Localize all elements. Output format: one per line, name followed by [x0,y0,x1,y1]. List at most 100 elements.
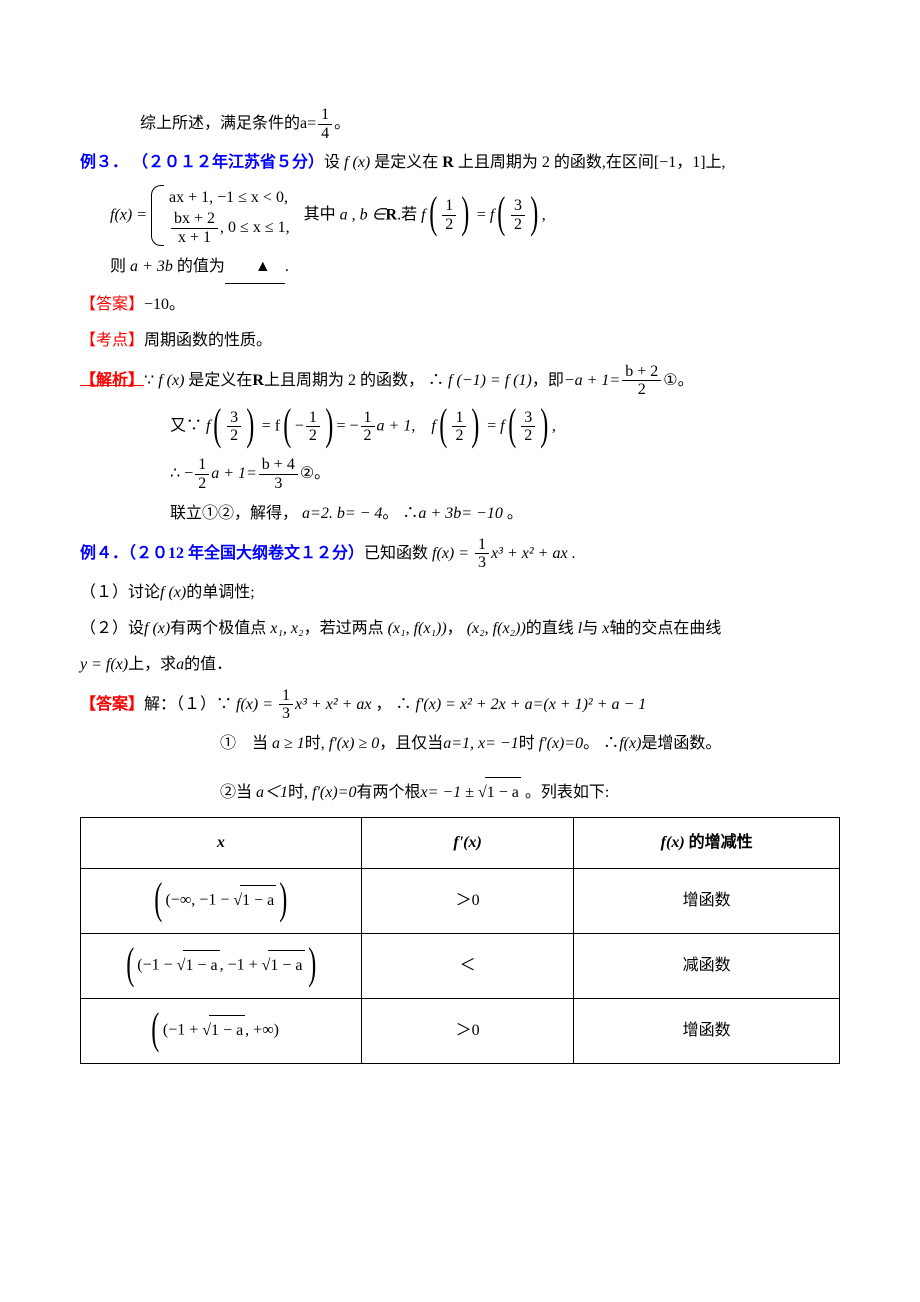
t: 时, [305,735,325,752]
a: a=2. [302,505,333,522]
ex3-source: （２０１２年江苏省５分） [132,154,324,171]
a: a [176,656,184,673]
pt2: (x₂, f(x₂)) [467,620,526,637]
interval-cell: ((−∞, −1 − 1 − a) [81,869,362,934]
t: 轴的交点在曲线 [609,620,721,637]
table-row: ((−1 − 1 − a, −1 + 1 − a) ＜ 减函数 [81,934,840,999]
neg-half: 12 [304,409,322,445]
R2: R [386,206,398,223]
example-3-heading: 例３． （２０１２年江苏省５分）设 f (x) 是定义在 R 上且周期为 2 的… [80,148,840,178]
answer-4-line1: 【答案】解：（１）∵ f(x) = 13x³ + x² + ax ， ∴ f'(… [80,687,840,723]
half3: 12 [450,409,468,445]
col-mono: f(x) 的增减性 [574,817,840,868]
ex3-label: 例３． [80,154,128,171]
sqrt-icon: 1 − a [233,885,276,916]
lhs: −a + 1= [564,371,620,388]
t: ， [447,620,463,637]
fx: f(x) = [432,544,473,561]
half2: 12 [359,409,377,445]
t: 的单调性; [186,584,254,601]
f: f [206,417,210,434]
x1x2: x₁, x₂ [270,620,303,637]
pre: = − [336,417,358,434]
a1: a=1, [443,735,474,752]
sqrt-icon: 1 − a [262,950,305,981]
frac-b2-2: b + 22 [620,363,663,399]
ex4-source: （２０12 年全国大纲卷文１２分） [128,544,364,561]
interval-cell: ((−1 − 1 − a, −1 + 1 − a) [81,934,362,999]
document-page: 综上所述，满足条件的a=14。 例３． （２０１２年江苏省５分）设 f (x) … [0,0,920,1124]
R: R [252,371,264,388]
ex3-question: 则 a + 3b 的值为 ▲ . [80,252,840,283]
mid: a + 1= [211,465,257,482]
half: 12 [440,197,458,233]
frac-1-3: 13 [473,536,491,572]
interval: [−1，1] [654,154,706,171]
half4: 12 [193,456,211,492]
answer-val: −10。 [144,296,185,313]
fprime-cell: ＜ [361,934,574,999]
threehalf2: 32 [519,409,537,445]
t: 。 ∴ [382,505,418,522]
ans-label: 【答案】 [80,696,144,713]
sqrt-icon: 1 − a [202,1015,245,1046]
sqrt-icon: 1 − a [478,777,521,808]
kaodian-3: 【考点】周期函数的性质。 [80,326,840,356]
jiexi-3-line2: 又∵ f(32) = f(−12)= −12a + 1, f(12) = f(3… [80,405,840,449]
res: a + 3b= −10 [418,505,502,522]
fx: f (x) [158,371,184,388]
fx: f (x) [344,154,370,171]
fx-eq: f(x) = [110,206,147,223]
text: 综上所述，满足条件的 [140,115,300,132]
xm1: x= −1 [474,735,519,752]
t: ②当 [220,784,252,801]
t: 的直线 [526,620,574,637]
b: b= − 4 [337,505,383,522]
t: (−1 − [137,957,176,974]
monotonicity-table: x f'(x) f(x) 的增减性 ((−∞, −1 − 1 − a) ＞0 增… [80,817,840,1064]
fx: f(x) = [236,696,277,713]
t: 其中 [294,206,336,223]
t: 。 [503,505,523,522]
col-fprime: f'(x) [361,817,574,868]
t: (−1 + [163,1022,202,1039]
t: 解：（１）∵ [144,696,232,713]
answer-4-case1: ① 当 a ≥ 1时, f'(x) ≥ 0，且仅当a=1, x= −1时 f'(… [80,729,840,759]
fp0: f'(x)=0 [539,735,583,752]
R: R [442,154,454,171]
period: . [285,258,289,275]
blank: ▲ [225,252,285,283]
mark2: ②。 [300,465,330,482]
frac-bx2: bx + 2x + 1 [169,210,220,246]
t: ，即 [532,371,564,388]
sqrt-icon: 1 − a [177,950,220,981]
pre: ∴ − [170,465,193,482]
comma: , [552,417,556,434]
poly: x³ + x² + ax [491,544,568,561]
ex4-q2: （２）设f (x)有两个极值点 x₁, x₂，若过两点 (x₁, f(x₁))，… [80,614,840,644]
threehalf: 32 [225,409,243,445]
t: 上且周期为 2 的函数,在区间 [458,154,654,171]
t: 设 [324,154,340,171]
t: 的值． [184,656,232,673]
f: f [490,206,494,223]
answer-4-case2: ②当 a＜1时, f'(x)=0有两个根x= −1 ± 1 − a 。列表如下: [80,777,840,808]
jiexi-3-line4: 联立①②，解得， a=2. b= − 4。 ∴a + 3b= −10 。 [80,499,840,529]
piecewise-definition: f(x) = ax + 1, −1 ≤ x < 0, bx + 2x + 1, … [80,185,840,247]
fprime-cell: ＞0 [361,869,574,934]
t: 与 [582,620,598,637]
ex4-q2-line2: y = f(x)上，求a的值． [80,650,840,680]
ex4-label: 例４． [80,544,128,561]
t: 时 [519,735,535,752]
t: 有两个根 [356,784,420,801]
cond: a＜1 [256,784,288,801]
cond: a ≥ 1 [272,735,305,752]
t: ① 当 [220,735,268,752]
fx: f(x) [619,735,641,752]
branch-1: ax + 1, −1 ≤ x < 0, [169,185,290,211]
t: (−∞, −1 − [166,892,234,909]
t: ∵ [144,371,154,388]
t: 上, [706,154,726,171]
period: . [568,544,576,561]
table-header-row: x f'(x) f(x) 的增减性 [81,817,840,868]
